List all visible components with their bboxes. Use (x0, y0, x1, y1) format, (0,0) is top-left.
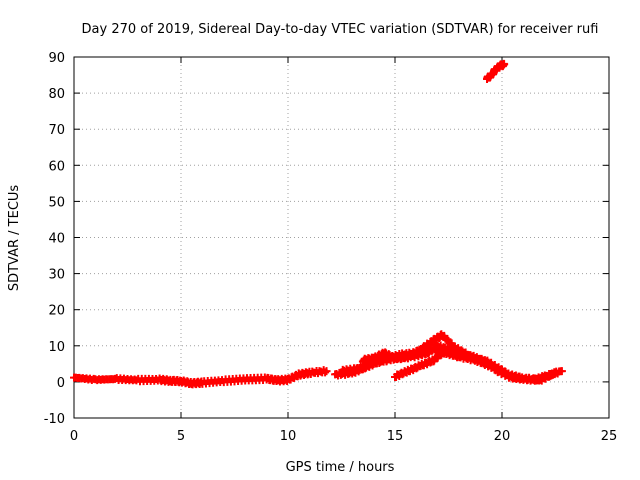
y-tick-label: 40 (48, 232, 65, 247)
y-tick-label: 30 (48, 268, 65, 283)
data-point (500, 60, 509, 69)
x-tick-label: 15 (387, 429, 404, 444)
grid-lines (74, 57, 609, 418)
y-tick-label: -10 (44, 412, 65, 427)
y-tick-label: 60 (48, 159, 65, 174)
x-tick-label: 5 (177, 429, 185, 444)
y-tick-label: 10 (48, 340, 65, 355)
x-tick-label: 25 (601, 429, 618, 444)
data-point (322, 367, 331, 376)
tick-labels: 0 5 10 15 20 25 -10 0 10 20 30 40 50 60 70 80 90 (44, 51, 618, 444)
x-tick-label: 0 (70, 429, 78, 444)
data-points (70, 59, 566, 389)
data-point (557, 367, 566, 376)
y-tick-label: 20 (48, 304, 65, 319)
y-tick-label: 0 (57, 376, 65, 391)
data-point (551, 368, 560, 377)
x-tick-label: 10 (280, 429, 297, 444)
y-tick-label: 70 (48, 123, 65, 138)
axes (73, 56, 610, 419)
y-tick-label: 80 (48, 87, 65, 102)
y-tick-label: 50 (48, 195, 65, 210)
chart-title: Day 270 of 2019, Sidereal Day-to-day VTE… (82, 22, 599, 37)
data-point (321, 368, 330, 377)
x-tick-label: 20 (494, 429, 511, 444)
y-tick-label: 90 (48, 51, 65, 66)
y-axis-label: SDTVAR / TECUs (7, 185, 22, 292)
x-axis-label: GPS time / hours (286, 460, 395, 475)
